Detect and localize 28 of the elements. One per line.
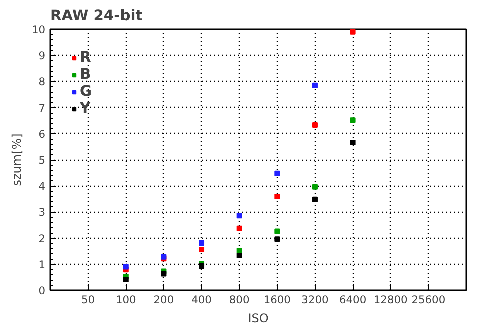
y-tick-label: 2 [38, 232, 46, 246]
x-tick-label: 6400 [339, 294, 367, 306]
y-tick-label: 3 [38, 206, 46, 220]
x-tick-label: 800 [229, 294, 250, 306]
x-tick-label: 200 [154, 294, 174, 306]
chart-title: RAW 24-bit [50, 8, 143, 24]
y-tick-label: 7 [38, 102, 46, 115]
y-tick-label: 9 [38, 50, 46, 63]
legend-label: R [80, 49, 92, 66]
y-tick-label: 5 [38, 154, 46, 167]
y-tick-label: 10 [32, 24, 46, 36]
y-tick-label: 8 [38, 76, 46, 89]
x-tick-label: 50 [82, 294, 96, 306]
y-tick-label: 0 [38, 284, 46, 298]
y-axis-title: szum[%] [10, 134, 24, 186]
legend-label: G [80, 83, 94, 100]
x-tick-label: 1600 [264, 294, 292, 306]
x-tick-label: 25600 [412, 294, 446, 306]
x-tick-label: 12800 [374, 294, 408, 306]
x-tick-label: 400 [192, 294, 212, 306]
x-axis-title: ISO [248, 312, 269, 326]
y-tick-label: 1 [38, 258, 46, 272]
x-tick-label: 3200 [302, 294, 330, 306]
legend-label: B [80, 66, 92, 83]
y-tick-label: 6 [38, 128, 46, 141]
legend-label: Y [80, 100, 92, 117]
x-tick-label: 100 [116, 294, 137, 306]
y-tick-label: 4 [38, 180, 46, 194]
